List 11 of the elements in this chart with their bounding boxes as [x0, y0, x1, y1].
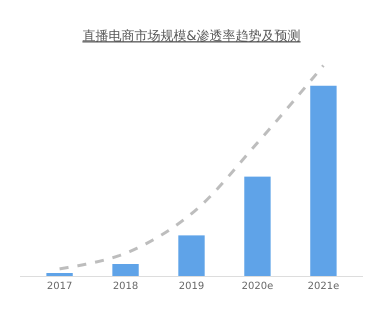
bar [46, 273, 73, 276]
x-tick-label: 2020e [242, 281, 274, 292]
bar [178, 235, 205, 276]
bar [112, 264, 139, 276]
x-tick-label: 2019 [178, 281, 204, 292]
chart-title: 直播电商市场规模&渗透率趋势及预测 [82, 28, 301, 44]
x-tick-label: 2017 [46, 281, 72, 292]
bar [244, 176, 271, 276]
bar [310, 86, 337, 276]
x-tick-label: 2021e [308, 281, 340, 292]
x-tick-label: 2018 [112, 281, 138, 292]
